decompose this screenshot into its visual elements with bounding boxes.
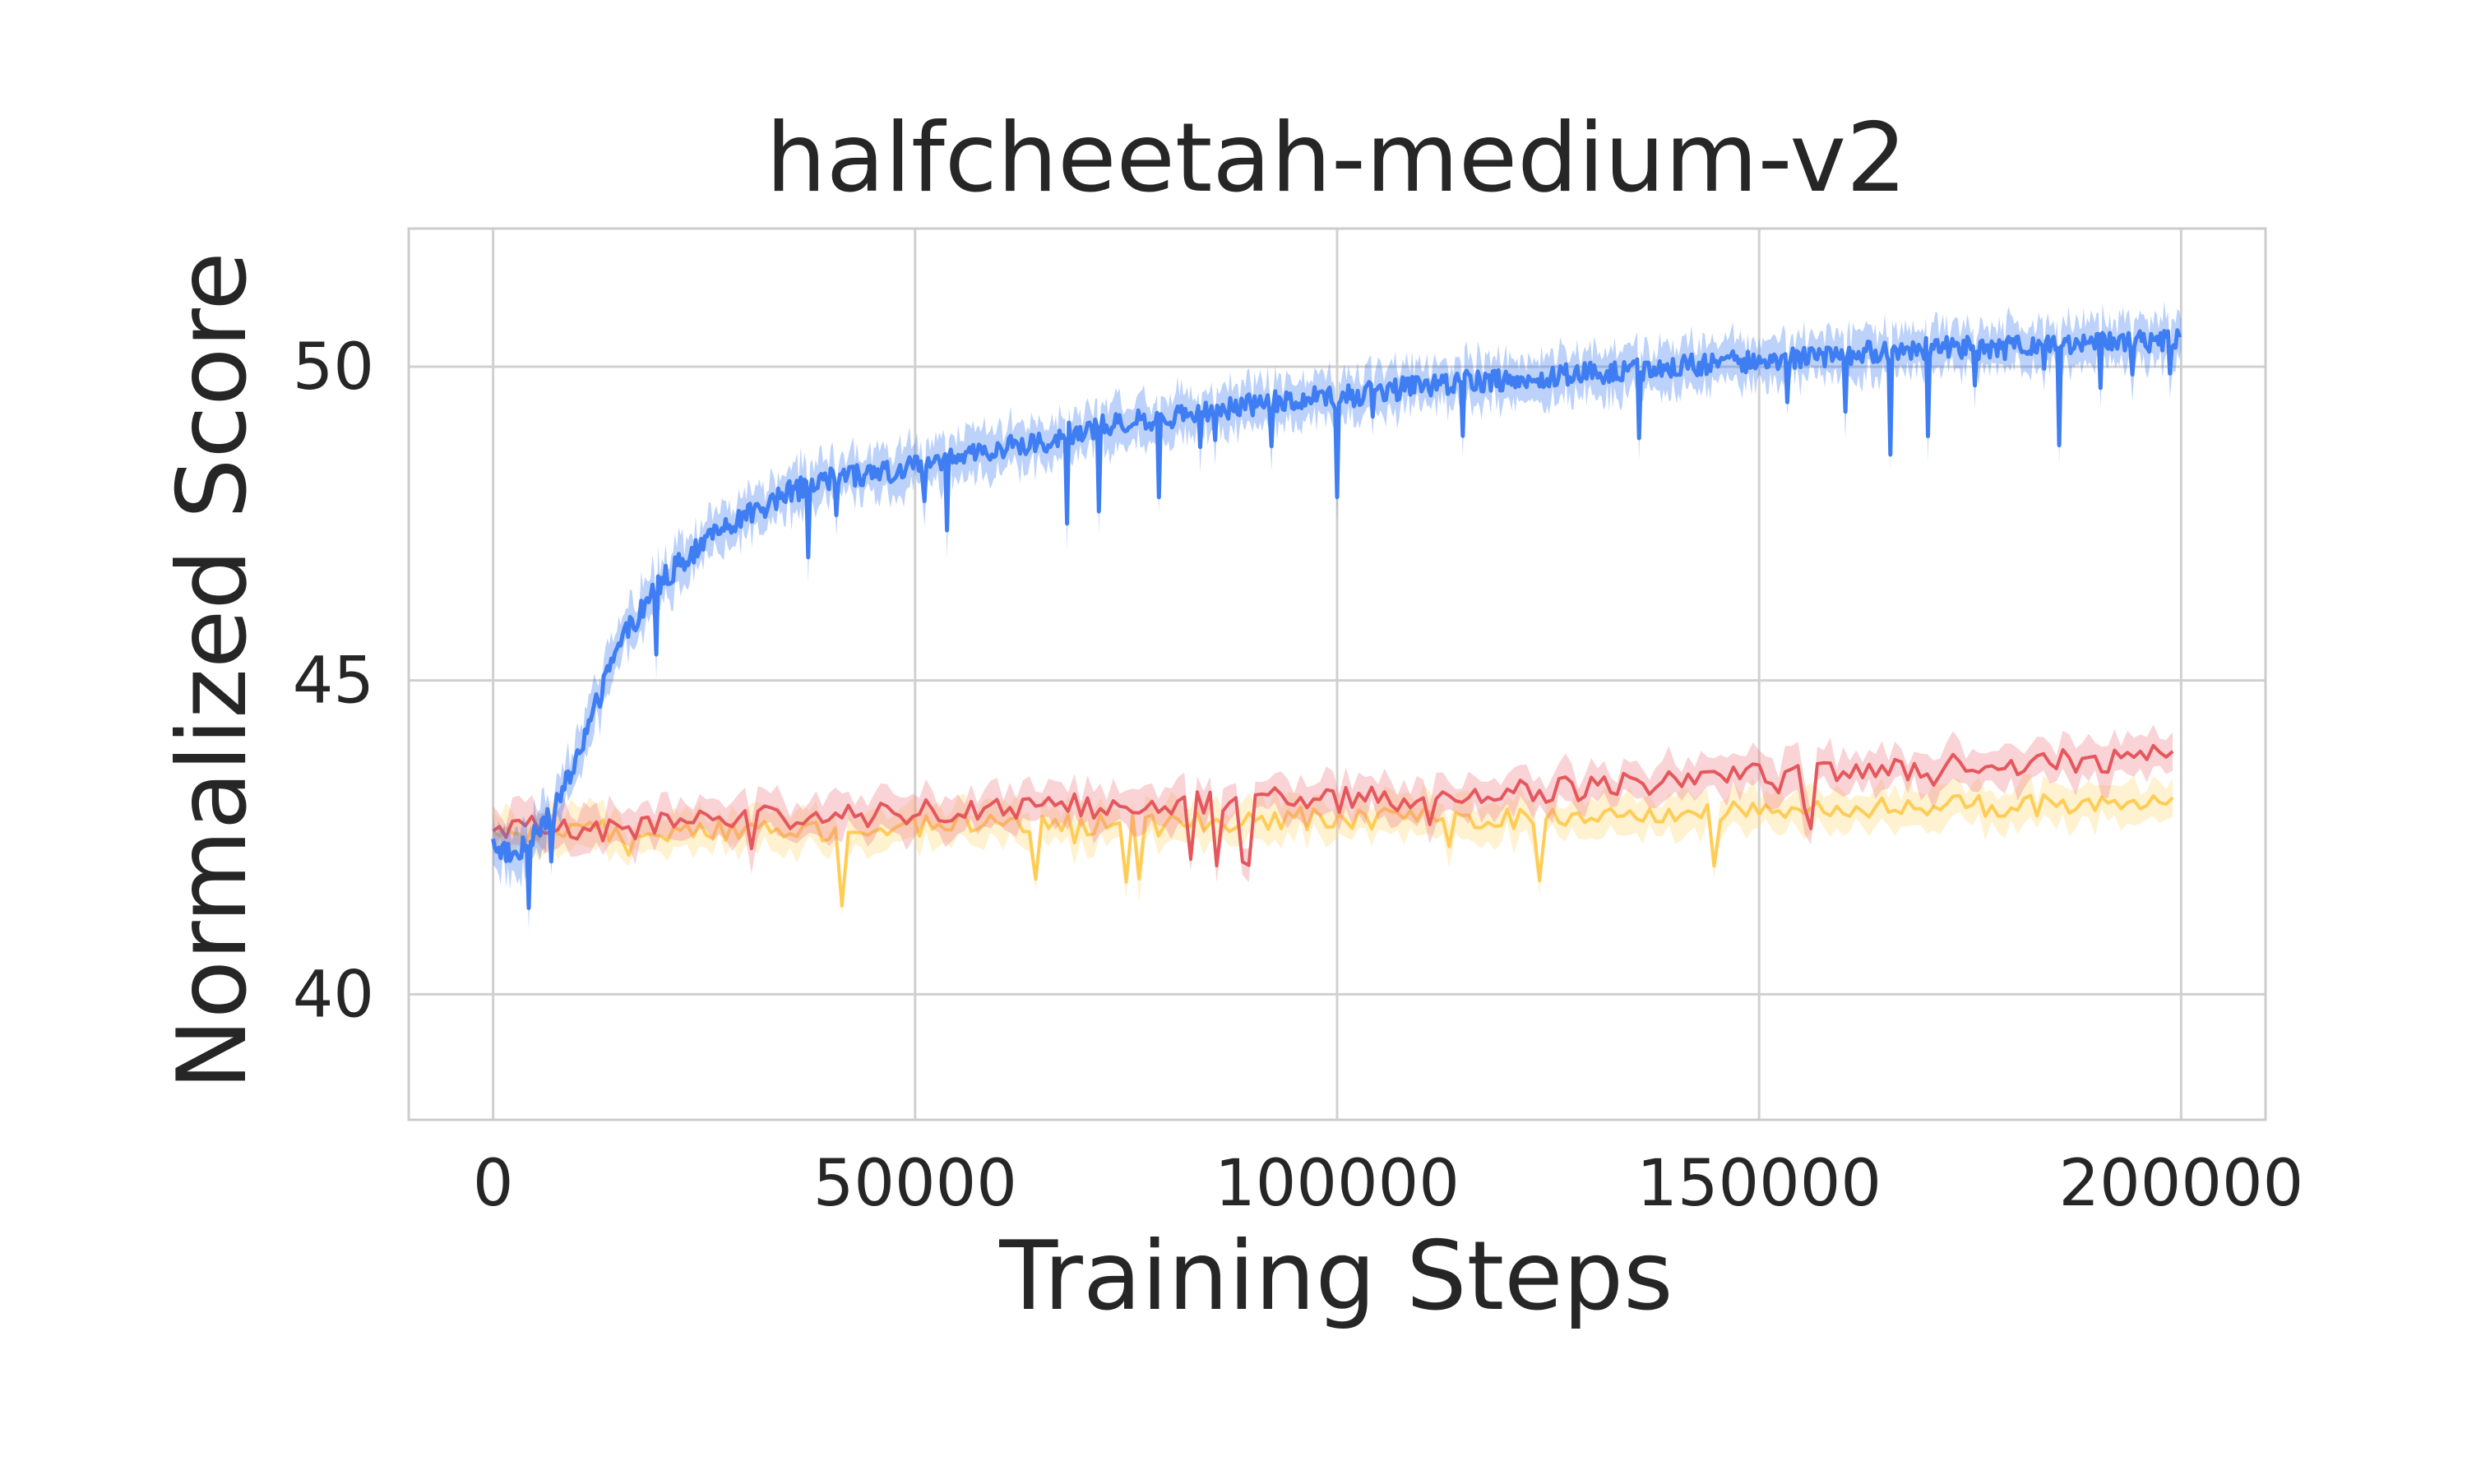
series-yellow bbox=[492, 774, 2174, 918]
series-line-red bbox=[492, 743, 2174, 867]
y-tick-label: 40 bbox=[293, 958, 374, 1032]
x-tick-label: 150000 bbox=[1636, 1147, 1881, 1221]
tick-labels: 0 50000 100000 150000 200000 40 45 50 bbox=[293, 331, 2304, 1221]
x-tick-label: 100000 bbox=[1215, 1147, 1460, 1221]
series-line-blue bbox=[491, 328, 2182, 910]
series-blue bbox=[491, 301, 2182, 932]
series-layer bbox=[491, 301, 2182, 932]
x-axis-label: Training Steps bbox=[998, 1221, 1673, 1332]
plot-area bbox=[407, 227, 2267, 1121]
x-tick-label: 0 bbox=[473, 1147, 514, 1221]
y-tick-label: 45 bbox=[293, 645, 374, 719]
y-axis-label: Normalized Score bbox=[157, 252, 268, 1090]
plot-frame bbox=[407, 227, 2267, 1121]
grid-layer bbox=[409, 229, 2266, 1120]
chart-title: halfcheetah-medium-v2 bbox=[766, 103, 1907, 214]
series-line-yellow bbox=[492, 793, 2174, 908]
series-red bbox=[492, 724, 2174, 882]
x-tick-label: 50000 bbox=[813, 1147, 1017, 1221]
x-tick-label: 200000 bbox=[2058, 1147, 2303, 1221]
y-tick-label: 50 bbox=[293, 331, 374, 405]
series-band-yellow bbox=[493, 774, 2173, 918]
